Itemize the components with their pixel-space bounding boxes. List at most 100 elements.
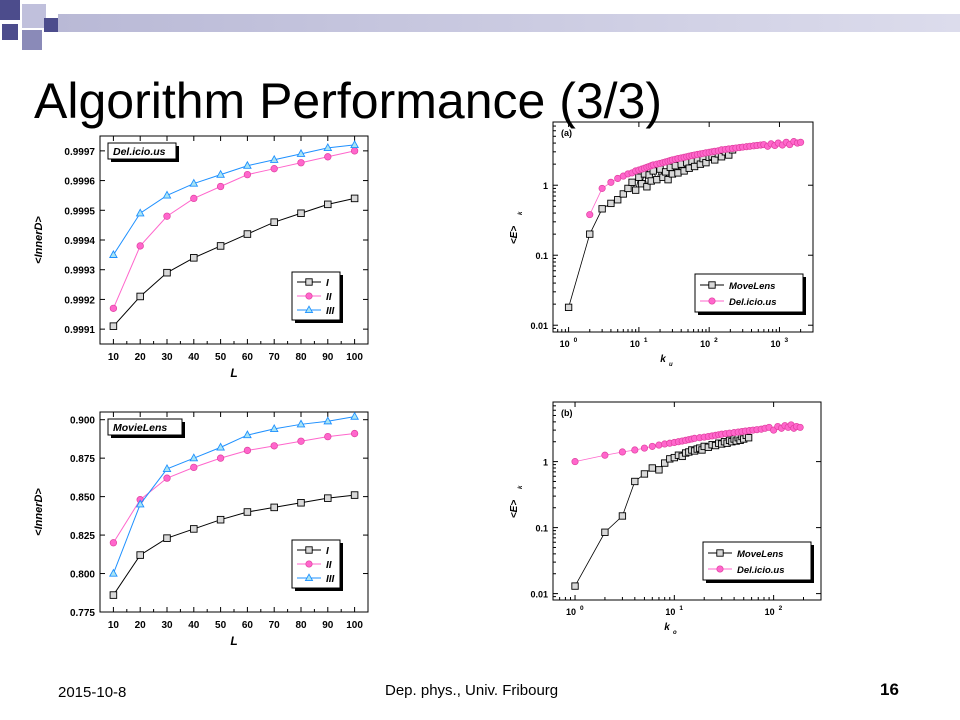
data-point: [648, 442, 656, 450]
data-point: [135, 208, 145, 217]
data-point: [653, 176, 661, 184]
data-point: [350, 194, 359, 203]
data-point: [624, 184, 632, 193]
y-tick-label: 0.800: [70, 570, 95, 581]
series-square: [109, 194, 359, 330]
legend-label: MoveLens: [737, 549, 783, 560]
data-point: [109, 591, 118, 599]
data-point: [297, 499, 305, 507]
legend-label: I: [326, 278, 329, 289]
deco-square-1: [0, 0, 20, 20]
legend-marker: [304, 305, 314, 314]
data-point: [163, 474, 171, 482]
data-point: [350, 491, 359, 499]
x-axis-label: L: [230, 366, 237, 380]
y-tick-label: 0.9994: [64, 236, 95, 247]
y-tick-label: 0.1: [535, 251, 548, 261]
legend-marker: [305, 278, 313, 286]
y-axis-label: <InnerD>: [33, 488, 45, 536]
data-point: [190, 525, 198, 533]
legend-box: [702, 541, 812, 581]
y-tick-label: 0.1: [535, 524, 548, 534]
data-point: [323, 142, 333, 151]
title-box: [107, 418, 183, 436]
chart-title: MovieLens: [113, 422, 167, 434]
data-point: [607, 199, 615, 208]
data-point: [601, 528, 609, 536]
series-line: [113, 197, 355, 327]
data-point: [324, 200, 332, 209]
data-point: [607, 178, 615, 186]
data-point: [618, 512, 627, 520]
legend-marker: [708, 297, 716, 305]
series-square: [109, 491, 359, 599]
data-point: [661, 459, 669, 467]
x-tick-label: 30: [161, 620, 173, 631]
data-point: [189, 453, 199, 462]
legend-marker: [305, 560, 313, 568]
data-point: [270, 165, 278, 173]
data-point: [571, 458, 579, 466]
y-tick-label: 0.825: [70, 531, 95, 542]
data-point: [163, 268, 171, 277]
title-box: [107, 142, 177, 160]
plot-frame: [552, 121, 814, 333]
legend-marker: [305, 546, 313, 554]
x-tick-label: 70: [269, 620, 281, 631]
x-tick-label: 80: [295, 352, 307, 363]
x-tick-label: 50: [215, 620, 227, 631]
y-axis-label-sub: k: [518, 211, 524, 215]
x-tick-exponent: 0: [580, 605, 584, 612]
panel-label: (b): [561, 408, 573, 418]
series-circle: [571, 421, 804, 466]
data-point: [564, 303, 573, 311]
data-point: [796, 423, 804, 431]
panel-label: (a): [561, 128, 572, 138]
series-circle: [109, 147, 359, 312]
y-axis-label: <E>: [509, 226, 520, 245]
data-point: [648, 464, 656, 472]
data-point: [655, 466, 663, 474]
data-point: [190, 194, 198, 203]
data-point: [216, 454, 225, 462]
series-line: [112, 144, 355, 256]
footer-affiliation: Dep. phys., Univ. Fribourg: [385, 682, 559, 699]
data-point: [109, 568, 118, 577]
data-point: [162, 464, 172, 473]
data-point: [324, 432, 332, 441]
data-point: [190, 463, 198, 472]
legend-marker: [716, 549, 724, 557]
x-axis-label: k: [660, 354, 666, 365]
deco-square-4: [2, 24, 18, 40]
y-tick-label: 0.9992: [64, 295, 95, 306]
data-point: [190, 254, 198, 262]
series-triangle: [109, 411, 359, 577]
y-tick-label: 0.900: [70, 416, 95, 427]
y-tick-label: 1: [543, 181, 548, 191]
data-point: [618, 448, 626, 456]
x-tick-label: 90: [322, 620, 334, 631]
chart-energy-objects: 10 0 10 1 10 20.010.11k o<E>k(b)MoveLensDel.ic…: [509, 401, 822, 636]
data-point: [350, 147, 359, 155]
data-point: [631, 446, 639, 454]
data-point: [269, 154, 279, 163]
data-point: [655, 441, 663, 449]
data-point: [631, 477, 639, 486]
data-point: [296, 148, 306, 157]
data-point: [162, 190, 172, 199]
y-tick-label: 0.9993: [64, 266, 95, 277]
x-tick-label: 10: [630, 339, 640, 349]
x-tick-label: 80: [295, 620, 307, 631]
data-point: [640, 470, 649, 478]
data-point: [109, 322, 118, 330]
data-point: [628, 178, 636, 186]
data-point: [270, 218, 278, 226]
x-axis-label: L: [230, 634, 237, 648]
x-tick-label: 40: [188, 620, 200, 631]
data-point: [243, 430, 252, 439]
data-point: [586, 230, 594, 238]
x-tick-label: 10: [665, 607, 675, 617]
chart-energy-users: 10 0 10 1 10 2 10 30.010.11k u<E>k(a)MoveLensDel…: [509, 121, 814, 368]
y-axis-label: <E>: [509, 500, 520, 519]
y-tick-label: 1: [543, 458, 548, 468]
